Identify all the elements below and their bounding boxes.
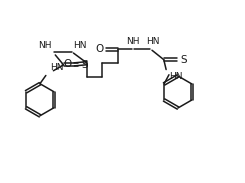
Text: O: O [63,59,71,69]
Text: HN: HN [169,72,183,81]
Text: NH: NH [126,37,140,46]
Text: NH: NH [38,41,52,50]
Text: HN: HN [146,37,159,46]
Text: O: O [95,44,103,54]
Text: S: S [181,55,187,65]
Text: HN: HN [74,41,87,50]
Text: HN: HN [50,63,64,72]
Text: S: S [82,60,88,70]
